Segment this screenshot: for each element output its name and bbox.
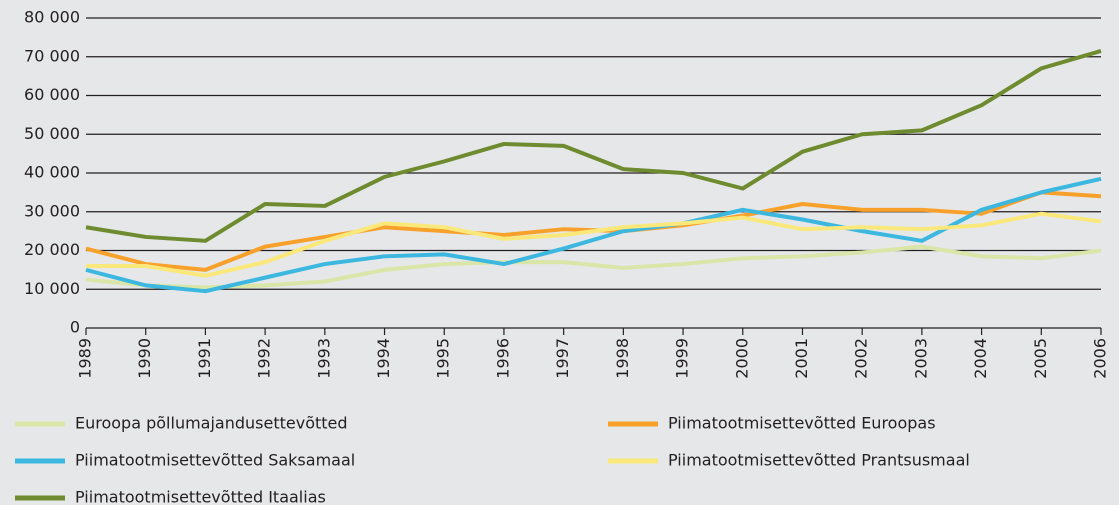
x-tick-label: 1990 bbox=[135, 338, 154, 379]
x-tick-label: 1993 bbox=[314, 338, 333, 379]
x-tick-label: 2001 bbox=[792, 338, 811, 379]
y-tick-label: 20 000 bbox=[24, 240, 80, 259]
series-line bbox=[86, 211, 1102, 278]
series-line bbox=[85, 244, 1102, 290]
y-tick-label: 70 000 bbox=[24, 46, 80, 65]
series-line bbox=[85, 49, 1102, 243]
series-line bbox=[85, 176, 1102, 294]
legend-label: Piimatootmisettevõtted Itaalias bbox=[75, 488, 326, 505]
x-tick-label: 1989 bbox=[76, 338, 95, 379]
x-tick-label: 1998 bbox=[613, 338, 632, 379]
x-tick-label: 2002 bbox=[852, 338, 871, 379]
x-tick-label: 2003 bbox=[911, 338, 930, 379]
legend-label: Euroopa põllumajandusettevõtted bbox=[75, 414, 348, 433]
y-tick-label: 80 000 bbox=[24, 8, 80, 27]
x-tick-label: 2005 bbox=[1031, 338, 1050, 379]
x-tick-label: 2006 bbox=[1091, 338, 1110, 379]
x-tick-label: 2000 bbox=[732, 338, 751, 379]
legend-label: Piimatootmisettevõtted Saksamaal bbox=[75, 451, 355, 470]
legend-label: Piimatootmisettevõtted Euroopas bbox=[668, 414, 936, 433]
y-tick-label: 10 000 bbox=[24, 279, 80, 298]
legend-label: Piimatootmisettevõtted Prantsusmaal bbox=[668, 451, 970, 470]
x-tick-label: 1992 bbox=[255, 338, 274, 379]
x-tick-label: 1997 bbox=[553, 338, 572, 379]
x-tick-label: 1996 bbox=[493, 338, 512, 379]
y-tick-label: 40 000 bbox=[24, 163, 80, 182]
x-tick-label: 1991 bbox=[195, 338, 214, 379]
y-tick-label: 30 000 bbox=[24, 201, 80, 220]
y-tick-label: 50 000 bbox=[24, 124, 80, 143]
y-tick-label: 60 000 bbox=[24, 85, 80, 104]
x-tick-label: 1994 bbox=[374, 338, 393, 379]
x-tick-label: 2004 bbox=[971, 338, 990, 379]
y-tick-label: 0 bbox=[70, 318, 80, 337]
x-tick-label: 1995 bbox=[434, 338, 453, 379]
x-tick-label: 1999 bbox=[673, 338, 692, 379]
